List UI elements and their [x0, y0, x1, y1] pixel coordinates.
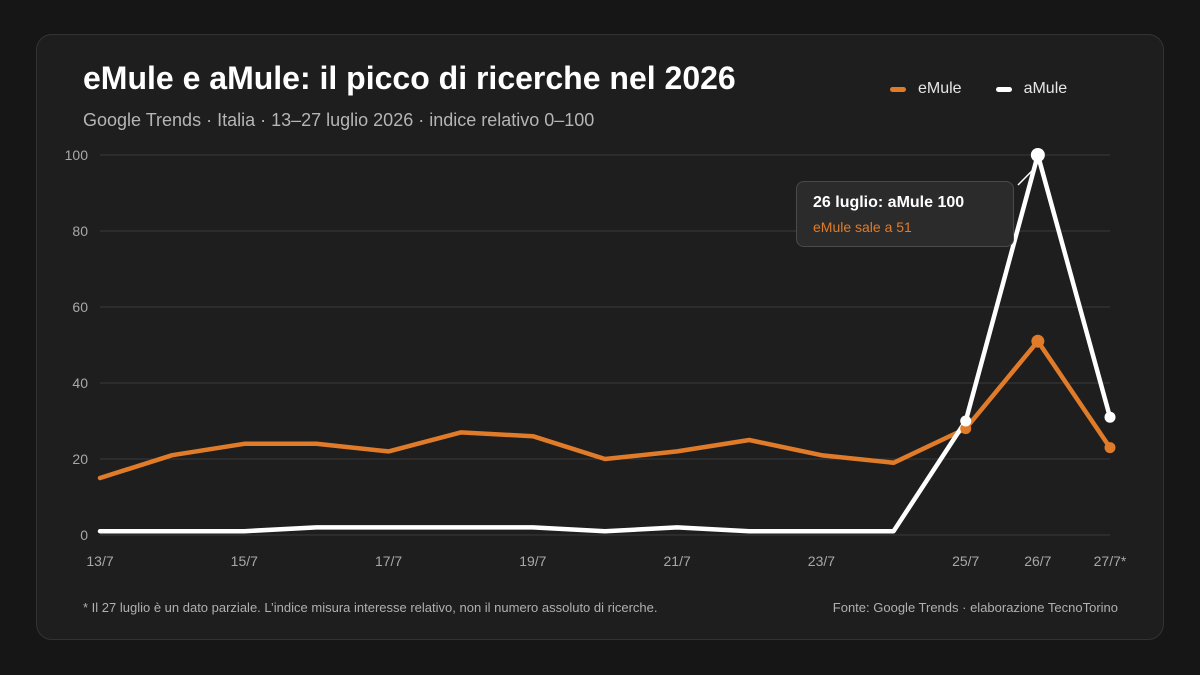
chart-title: eMule e aMule: il picco di ricerche nel …	[83, 60, 736, 96]
y-tick-label: 20	[72, 451, 88, 467]
legend-label-emule: eMule	[918, 80, 962, 97]
emule-point	[1031, 334, 1045, 348]
x-tick-label: 21/7	[664, 553, 691, 569]
tooltip-subtitle: eMule sale a 51	[813, 219, 912, 235]
y-tick-label: 60	[72, 299, 88, 315]
legend-item-emule: eMule	[890, 80, 962, 98]
x-tick-label: 25/7	[952, 553, 979, 569]
series-line-emule	[97, 338, 1113, 481]
legend-item-amule: aMule	[995, 80, 1068, 98]
x-tick-label: 27/7*	[1094, 553, 1127, 569]
emule-point	[1104, 442, 1116, 454]
amule-point	[960, 415, 972, 427]
footnote: * Il 27 luglio è un dato parziale. L’ind…	[83, 600, 658, 615]
y-tick-label: 100	[65, 147, 89, 163]
legend-swatch-amule	[995, 86, 1012, 92]
amule-point	[1104, 411, 1116, 423]
emule-point	[960, 423, 972, 435]
x-tick-label: 19/7	[519, 553, 546, 569]
peak-tooltip: 26 luglio: aMule 100 eMule sale a 51	[796, 181, 1014, 247]
chart-card	[36, 34, 1164, 640]
y-tick-label: 0	[80, 527, 88, 543]
x-tick-label: 15/7	[231, 553, 258, 569]
chart-subtitle: Google Trends · Italia · 13–27 luglio 20…	[83, 110, 595, 130]
tooltip-title: 26 luglio: aMule 100	[813, 194, 965, 211]
legend-swatch-emule	[890, 86, 906, 92]
series-line-amule	[97, 152, 1113, 534]
x-tick-label: 26/7	[1024, 553, 1051, 569]
x-tick-label: 13/7	[86, 553, 113, 569]
legend-label-amule: aMule	[1023, 80, 1068, 97]
source-note: Fonte: Google Trends · elaborazione Tecn…	[832, 600, 1118, 615]
amule-peak-point	[1030, 148, 1045, 162]
x-tick-label: 17/7	[375, 553, 402, 569]
legend: eMule aMule	[890, 80, 1067, 98]
y-tick-label: 80	[72, 223, 88, 239]
x-tick-label: 23/7	[808, 553, 835, 569]
y-tick-label: 40	[72, 375, 88, 391]
